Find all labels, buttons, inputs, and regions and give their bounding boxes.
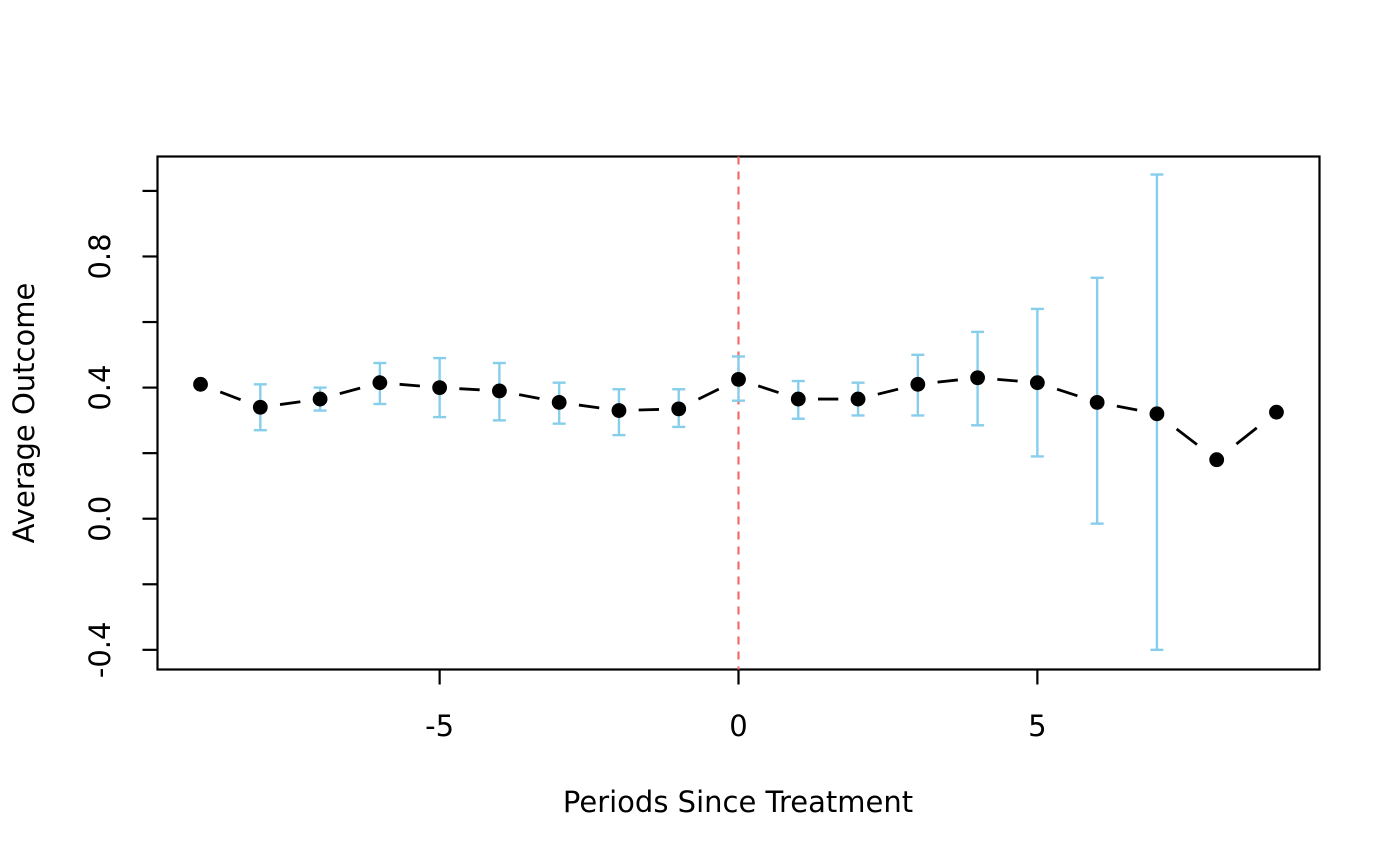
- y-axis-title: Average Outcome: [7, 283, 41, 544]
- series-dash-segment: [279, 400, 301, 406]
- data-point: [492, 383, 507, 399]
- series-dash-segment: [1235, 426, 1258, 446]
- series-dash-segment: [518, 393, 540, 400]
- data-point: [611, 403, 627, 418]
- data-point: [432, 380, 448, 395]
- series-dash-segment: [757, 384, 779, 394]
- x-tick-label: 5: [1028, 709, 1046, 743]
- data-point: [252, 399, 268, 415]
- x-tick-label: 0: [729, 709, 747, 743]
- x-axis: -5 0 5: [425, 669, 1047, 743]
- series-line: [219, 377, 1258, 446]
- y-tick-label: 0.0: [83, 496, 117, 542]
- y-tick-label: 0.4: [83, 365, 117, 411]
- series-dash-segment: [877, 387, 899, 396]
- series-dash-segment: [578, 403, 600, 410]
- series-dash-segment: [697, 387, 720, 401]
- x-axis-title: Periods Since Treatment: [563, 785, 913, 819]
- series-dash-segment: [997, 377, 1018, 383]
- y-tick-label: 0.8: [83, 233, 117, 279]
- error-bars: [253, 173, 1164, 652]
- series-dash-segment: [219, 390, 242, 401]
- y-axis: -0.4 0.0 0.4 0.8: [83, 189, 158, 679]
- data-point: [1089, 394, 1105, 410]
- data-point: [1209, 452, 1225, 468]
- series-dash-segment: [937, 378, 959, 384]
- series-dash-segment: [1175, 427, 1198, 446]
- data-point: [731, 372, 746, 387]
- series-dash-segment: [1116, 404, 1138, 412]
- data-point: [551, 394, 567, 410]
- series-dash-segment: [1056, 387, 1078, 398]
- data-point: [910, 376, 926, 392]
- data-point: [312, 391, 328, 407]
- data-point: [1029, 375, 1045, 391]
- series-dash-segment: [459, 387, 480, 392]
- data-point: [790, 391, 806, 407]
- series-dash-segment: [339, 386, 361, 396]
- data-point: [372, 375, 388, 391]
- data-point: [970, 370, 985, 386]
- data-point: [1269, 404, 1284, 420]
- data-points: [193, 370, 1284, 468]
- data-point: [193, 376, 208, 392]
- data-point: [1149, 406, 1165, 422]
- data-point: [850, 391, 866, 407]
- x-tick-label: -5: [425, 709, 454, 743]
- series-dash-segment: [399, 382, 421, 388]
- series-dash-segment: [638, 408, 660, 412]
- data-point: [671, 401, 687, 417]
- y-tick-label: -0.4: [83, 622, 117, 679]
